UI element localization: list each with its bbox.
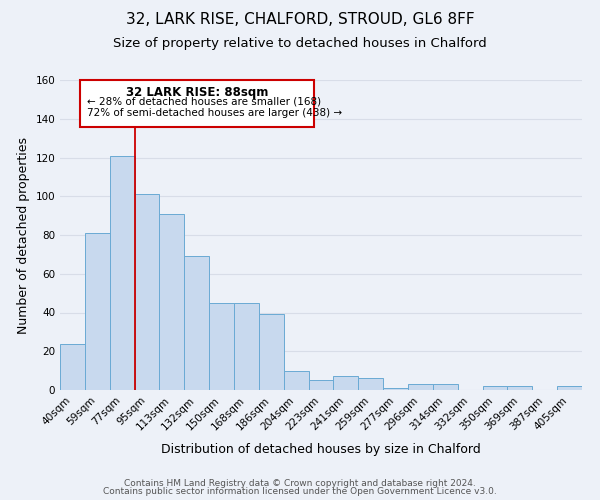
Bar — [284, 370, 308, 390]
Bar — [433, 384, 458, 390]
Bar — [508, 386, 532, 390]
Bar — [259, 314, 284, 390]
Bar — [234, 303, 259, 390]
Bar — [60, 344, 85, 390]
Bar — [383, 388, 408, 390]
Bar — [334, 376, 358, 390]
Bar — [308, 380, 334, 390]
Text: Contains public sector information licensed under the Open Government Licence v3: Contains public sector information licen… — [103, 487, 497, 496]
FancyBboxPatch shape — [80, 80, 314, 126]
Bar — [209, 303, 234, 390]
Bar — [358, 378, 383, 390]
Bar — [85, 233, 110, 390]
Bar — [110, 156, 134, 390]
Bar — [482, 386, 508, 390]
Bar — [408, 384, 433, 390]
Bar — [134, 194, 160, 390]
Y-axis label: Number of detached properties: Number of detached properties — [17, 136, 30, 334]
Text: 72% of semi-detached houses are larger (438) →: 72% of semi-detached houses are larger (… — [88, 108, 343, 118]
Text: 32, LARK RISE, CHALFORD, STROUD, GL6 8FF: 32, LARK RISE, CHALFORD, STROUD, GL6 8FF — [125, 12, 475, 28]
X-axis label: Distribution of detached houses by size in Chalford: Distribution of detached houses by size … — [161, 443, 481, 456]
Text: Size of property relative to detached houses in Chalford: Size of property relative to detached ho… — [113, 38, 487, 51]
Bar — [184, 256, 209, 390]
Text: Contains HM Land Registry data © Crown copyright and database right 2024.: Contains HM Land Registry data © Crown c… — [124, 478, 476, 488]
Bar — [160, 214, 184, 390]
Text: 32 LARK RISE: 88sqm: 32 LARK RISE: 88sqm — [125, 86, 268, 99]
Text: ← 28% of detached houses are smaller (168): ← 28% of detached houses are smaller (16… — [88, 96, 322, 106]
Bar — [557, 386, 582, 390]
